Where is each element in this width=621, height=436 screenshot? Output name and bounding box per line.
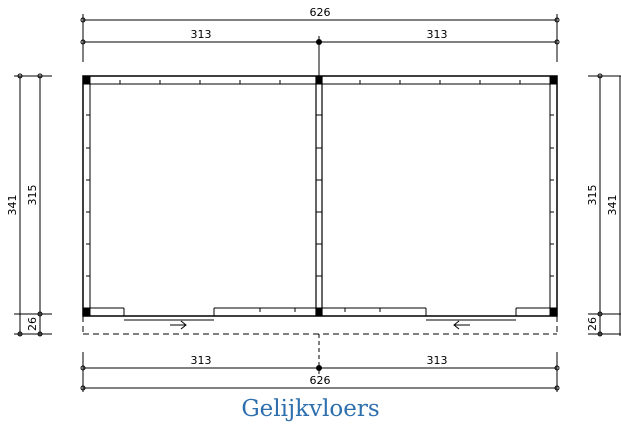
right-small-dimension: 26: [586, 317, 599, 331]
floor-title: Gelijkvloers: [241, 396, 380, 422]
top-right-dimension: 313: [427, 28, 448, 41]
left-outer-dimension: 341: [6, 195, 19, 216]
right-inner-dimension: 315: [586, 185, 599, 206]
left-inner-dimension: 315: [26, 185, 39, 206]
arrow-right-icon: [170, 320, 187, 330]
top-dimensions: [80, 14, 560, 80]
building-walls: [82, 75, 558, 321]
bottom-total-dimension: 626: [310, 374, 331, 387]
left-dimensions: [14, 73, 52, 337]
right-dimensions: [588, 73, 621, 337]
bottom-left-dimension: 313: [191, 354, 212, 367]
arrow-left-icon: [453, 320, 470, 330]
bottom-right-dimension: 313: [427, 354, 448, 367]
wall-ticks: [86, 80, 554, 312]
overhang-line: [82, 316, 558, 335]
right-outer-dimension: 341: [606, 195, 619, 216]
top-left-dimension: 313: [191, 28, 212, 41]
bottom-dimensions: [80, 352, 560, 392]
top-total-dimension: 626: [310, 6, 331, 19]
left-small-dimension: 26: [26, 317, 39, 331]
